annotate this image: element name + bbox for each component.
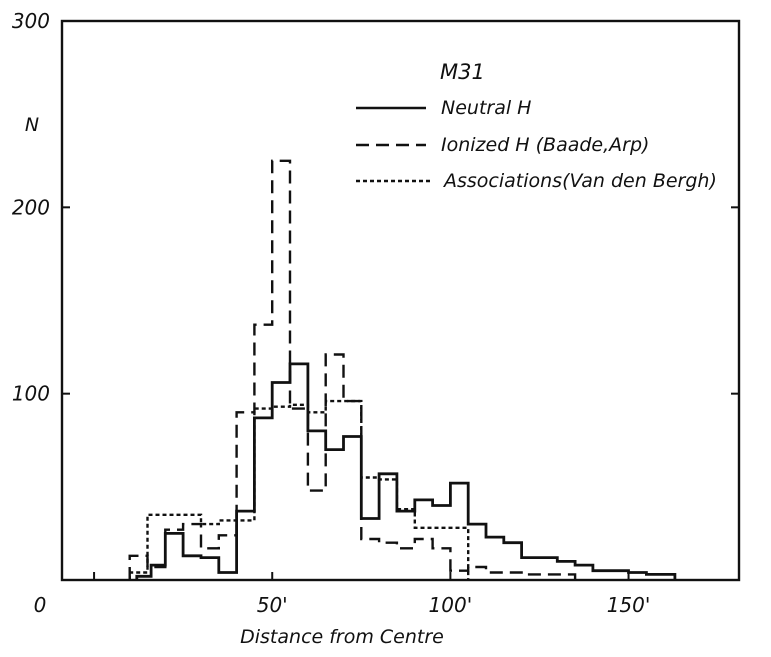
- series-lines: [128, 159, 677, 580]
- x-tick-label: 0: [34, 593, 47, 617]
- legend-label-neutral-h: Neutral H: [441, 97, 531, 119]
- tick-labels: 0 50' 100' 150' 100 200 300: [12, 9, 651, 617]
- y-tick-label: 100: [12, 382, 50, 406]
- legend-label-associations: Associations(Van den Bergh): [442, 170, 717, 192]
- x-tick-label: 50': [257, 593, 288, 617]
- plot-frame: [60, 19, 741, 582]
- legend: M31 Neutral H Ionized H (Baade,Arp) Asso…: [356, 60, 717, 192]
- y-tick-label: 300: [12, 9, 50, 33]
- x-tick-label: 100': [429, 593, 473, 617]
- series-line-ionized-h: [128, 159, 577, 580]
- series-line-associations: [128, 399, 470, 580]
- y-tick-label: 200: [12, 195, 50, 219]
- x-tick-label: 150': [607, 593, 651, 617]
- legend-title: M31: [440, 60, 485, 84]
- legend-label-ionized-h: Ionized H (Baade,Arp): [441, 134, 649, 156]
- y-axis-label: N: [25, 114, 39, 136]
- series-line-neutral-h: [135, 362, 677, 580]
- x-axis-label: Distance from Centre: [240, 626, 444, 648]
- axes: [60, 19, 741, 582]
